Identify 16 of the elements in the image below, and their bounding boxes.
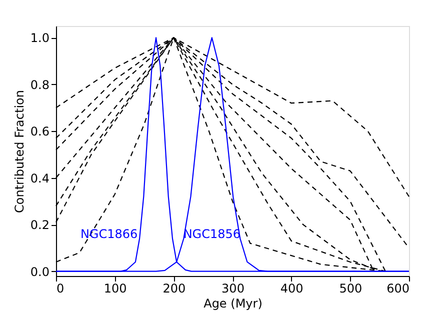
x-tick-label: 300 bbox=[222, 282, 244, 296]
y-axis-title: Contributed Fraction bbox=[12, 90, 26, 213]
x-tick-label: 200 bbox=[162, 282, 186, 296]
y-tick-label: 0.4 bbox=[30, 171, 50, 186]
x-tick-label: 100 bbox=[104, 282, 127, 296]
series-label: NGC1866 bbox=[80, 226, 138, 241]
y-tick-label: 1.0 bbox=[30, 31, 50, 46]
x-tick-label: 0 bbox=[56, 282, 64, 296]
x-axis-title: Age (Myr) bbox=[204, 296, 262, 310]
y-tick-label: 0.8 bbox=[30, 78, 50, 92]
x-tick-label: 600 bbox=[386, 282, 410, 296]
x-tick-label: 400 bbox=[280, 282, 304, 296]
y-tick-label: 0.2 bbox=[30, 218, 50, 232]
x-tick-label: 500 bbox=[339, 282, 362, 296]
y-tick-label: 0.0 bbox=[30, 264, 50, 279]
y-tick-label: 0.6 bbox=[30, 124, 50, 139]
